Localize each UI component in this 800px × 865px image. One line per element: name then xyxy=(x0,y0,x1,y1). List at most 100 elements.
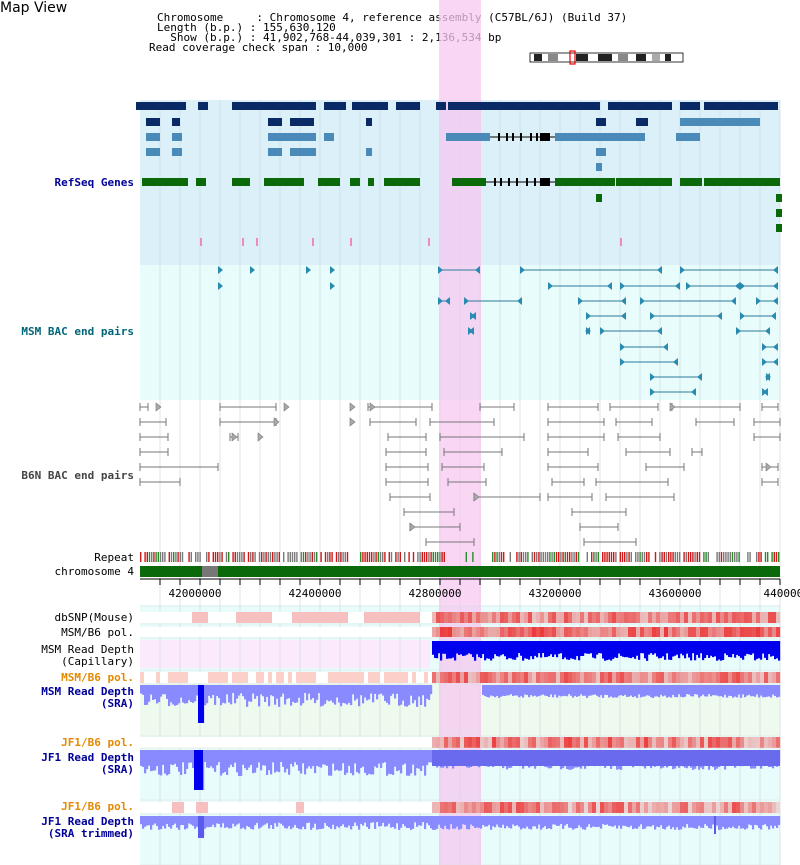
heat-cell xyxy=(644,802,649,813)
heat-cell xyxy=(296,672,301,683)
bac-end xyxy=(218,266,223,274)
heat-cell xyxy=(332,737,337,748)
repeat-mark xyxy=(241,552,243,562)
repeat-mark xyxy=(397,552,399,562)
depth-bar xyxy=(324,816,327,824)
heat-cell xyxy=(424,737,429,748)
heat-cell xyxy=(188,627,193,637)
depth-bar xyxy=(602,685,605,698)
heat-cell xyxy=(416,612,421,623)
depth-bar xyxy=(194,685,197,702)
depth-bar xyxy=(698,685,701,698)
depth-bar xyxy=(664,685,667,696)
heat-cell xyxy=(480,612,485,623)
depth-bar xyxy=(338,750,341,771)
depth-bar xyxy=(308,816,311,823)
depth-bar xyxy=(750,685,753,697)
depth-bar xyxy=(660,685,663,695)
bac-end xyxy=(445,297,450,305)
depth-bar xyxy=(390,816,393,828)
heat-cell xyxy=(448,737,453,748)
heat-cell xyxy=(448,672,453,683)
heat-cell xyxy=(724,802,729,813)
depth-bar xyxy=(286,816,289,829)
depth-bar xyxy=(148,685,151,702)
depth-bar xyxy=(210,750,213,767)
heat-cell xyxy=(748,737,753,748)
depth-bar xyxy=(250,816,253,829)
heat-cell xyxy=(496,612,501,623)
depth-bar xyxy=(646,685,649,696)
heat-cell xyxy=(692,672,697,683)
heat-cell xyxy=(156,627,161,637)
heat-cell xyxy=(312,802,317,813)
heat-cell xyxy=(668,627,673,637)
heat-cell xyxy=(156,737,161,748)
heat-cell xyxy=(548,672,553,683)
depth-bar xyxy=(714,641,717,657)
gene-feature xyxy=(704,178,780,186)
depth-bar xyxy=(262,816,265,826)
depth-bar xyxy=(280,816,283,824)
depth-bar xyxy=(174,816,177,824)
heat-cell xyxy=(272,737,277,748)
depth-bar xyxy=(354,685,357,701)
depth-bar xyxy=(406,750,409,776)
repeat-mark xyxy=(720,552,723,562)
depth-bar xyxy=(340,750,343,771)
heat-cell xyxy=(424,612,429,623)
depth-bar xyxy=(312,685,315,698)
heat-cell xyxy=(392,672,397,683)
depth-bar xyxy=(498,816,501,828)
depth-bar xyxy=(420,816,423,826)
depth-bar xyxy=(724,685,727,695)
gene-mark xyxy=(200,238,202,246)
heat-cell xyxy=(660,672,665,683)
chromosome-ideogram[interactable] xyxy=(0,0,800,70)
heat-cell xyxy=(368,612,373,623)
heat-cell xyxy=(588,627,593,637)
heat-cell xyxy=(488,802,493,813)
depth-bar xyxy=(750,816,753,826)
heat-cell xyxy=(728,737,733,748)
heat-cell xyxy=(576,672,581,683)
heat-cell xyxy=(296,627,301,637)
bac-end xyxy=(762,343,767,351)
heat-cell xyxy=(316,612,321,623)
heat-cell xyxy=(340,737,345,748)
depth-bar xyxy=(652,641,655,655)
repeat-mark xyxy=(346,552,349,562)
depth-bar xyxy=(338,816,341,828)
depth-bar xyxy=(606,685,609,696)
heat-cell xyxy=(348,612,353,623)
depth-bar xyxy=(470,641,473,655)
depth-bar xyxy=(604,816,607,826)
depth-bar xyxy=(316,816,319,830)
depth-bar xyxy=(430,685,433,695)
depth-bar xyxy=(612,641,615,659)
heat-cell xyxy=(324,737,329,748)
depth-bar xyxy=(380,750,383,768)
depth-bar xyxy=(162,750,165,765)
depth-bar xyxy=(664,641,667,660)
depth-bar xyxy=(160,685,163,697)
heat-cell xyxy=(416,627,421,637)
bac-end xyxy=(663,343,668,351)
repeat-mark xyxy=(703,552,705,562)
repeat-mark xyxy=(613,552,615,562)
depth-bar xyxy=(318,685,321,694)
heat-cell xyxy=(396,627,401,637)
depth-bar xyxy=(680,641,683,654)
depth-bar xyxy=(370,685,373,694)
heat-cell xyxy=(764,612,769,623)
depth-bar xyxy=(580,685,583,695)
depth-bar xyxy=(392,816,395,827)
heat-cell xyxy=(648,612,653,623)
bac-end xyxy=(257,432,264,442)
depth-bar xyxy=(192,685,195,703)
heat-cell xyxy=(492,627,497,637)
depth-bar xyxy=(594,816,597,827)
gene-feature xyxy=(146,148,160,156)
depth-bar xyxy=(576,641,579,657)
